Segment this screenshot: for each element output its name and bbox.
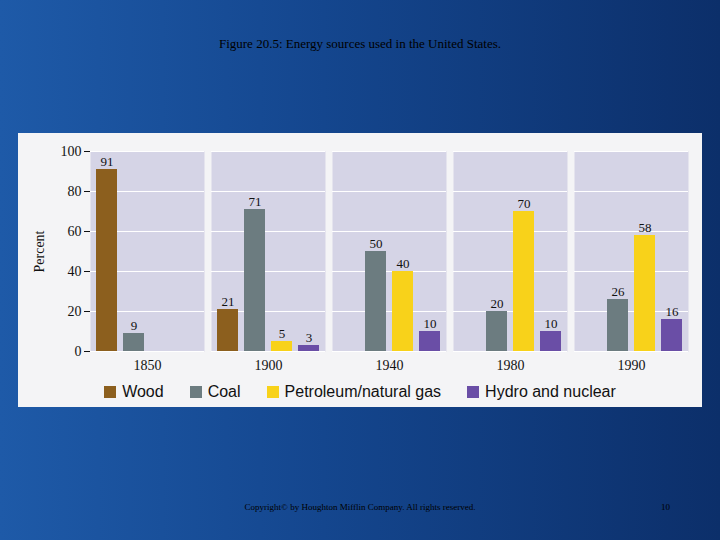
svg-text:1940: 1940 [376, 358, 404, 373]
svg-text:70: 70 [518, 196, 531, 211]
html-text:Coal: Coal [207, 383, 241, 400]
html-text:Petroleum/natural gas: Petroleum/natural gas [284, 383, 442, 400]
svg-text:10: 10 [545, 316, 558, 331]
svg-text:20: 20 [491, 296, 504, 311]
svg-text:0: 0 [75, 344, 82, 359]
svg-text:20: 20 [68, 304, 82, 319]
svg-text:9: 9 [131, 318, 138, 333]
svg-text:60: 60 [68, 224, 82, 239]
svg-text:1850: 1850 [134, 358, 162, 373]
svg-text:10: 10 [424, 316, 437, 331]
svg-text:80: 80 [68, 184, 82, 199]
svg-text:5: 5 [279, 326, 286, 341]
svg-text:Percent: Percent [32, 230, 47, 272]
svg-text:1900: 1900 [255, 358, 283, 373]
html-text:Copyright© by Houghton Mifflin: Copyright© by Houghton Mifflin Company. … [244, 502, 476, 512]
html-text:Hydro and nuclear: Hydro and nuclear [485, 383, 616, 400]
html-text:Wood: Wood [122, 383, 164, 400]
html-text:10: 10 [661, 502, 670, 512]
svg-text:16: 16 [666, 304, 680, 319]
svg-text:50: 50 [370, 236, 383, 251]
svg-text:3: 3 [306, 330, 313, 345]
svg-text:26: 26 [612, 284, 626, 299]
svg-text:40: 40 [397, 256, 410, 271]
svg-text:100: 100 [61, 144, 82, 159]
svg-text:40: 40 [68, 264, 82, 279]
svg-text:91: 91 [101, 154, 114, 169]
svg-text:21: 21 [222, 294, 235, 309]
html-text:Figure 20.5: Energy sources us: Figure 20.5: Energy sources used in the … [218, 36, 501, 51]
svg-text:58: 58 [639, 220, 652, 235]
svg-text:1980: 1980 [497, 358, 525, 373]
svg-text:71: 71 [249, 194, 262, 209]
svg-text:1990: 1990 [618, 358, 646, 373]
